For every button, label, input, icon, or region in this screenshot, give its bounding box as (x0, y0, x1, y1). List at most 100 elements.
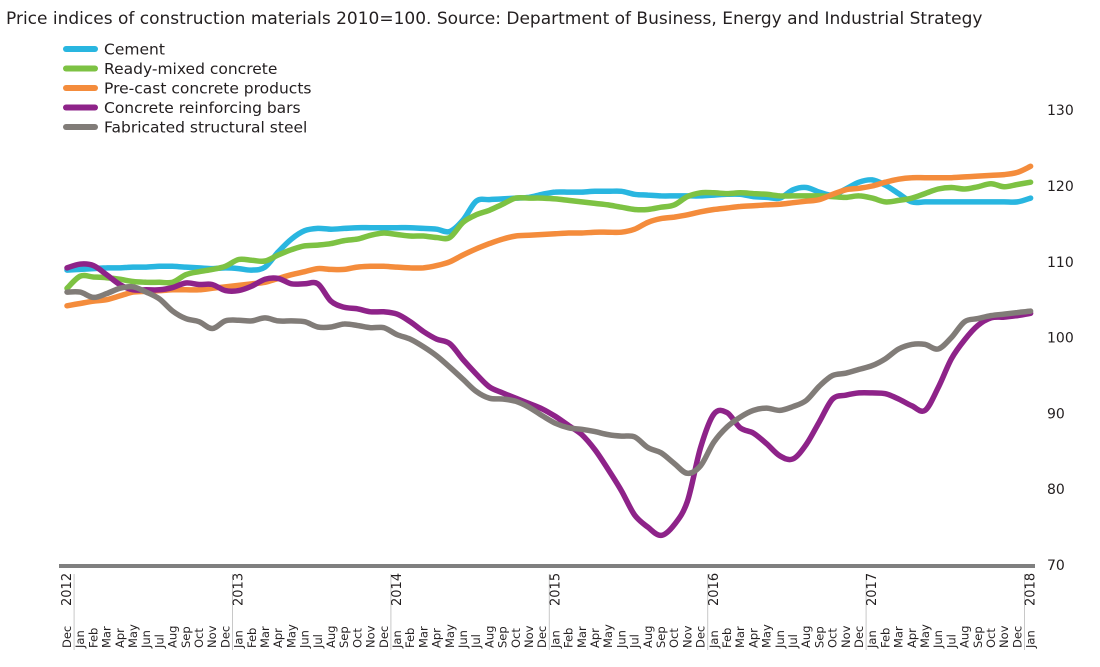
legend-item-fabricated-structural-steel: Fabricated structural steel (63, 119, 307, 137)
x-year-label: 2013 (232, 573, 247, 606)
x-tick-label: Dec (60, 626, 74, 648)
series-line-cement (64, 177, 1034, 273)
series-line-pre-cast-concrete-products (64, 163, 1034, 309)
x-tick-label: Jan (548, 630, 562, 649)
x-tick-label: Nov (680, 625, 694, 648)
x-tick-label: Jan (707, 630, 721, 649)
x-year-label: 2012 (60, 573, 75, 606)
x-tick-label: Feb (562, 628, 576, 648)
x-tick-label: Apr (113, 628, 127, 648)
x-tick-label: Oct (350, 628, 364, 648)
y-tick-label: 70 (1047, 558, 1065, 574)
x-tick-label: Oct (509, 628, 523, 648)
x-tick-label: Jan (1024, 630, 1038, 649)
x-tick-label: Sep (179, 626, 193, 648)
x-tick-label: Oct (192, 628, 206, 648)
series-line-ready-mixed-concrete (64, 179, 1034, 292)
legend-item-ready-mixed-concrete: Ready-mixed concrete (63, 60, 277, 78)
x-tick-label: Dec (1010, 626, 1024, 648)
legend-label: Pre-cast concrete products (104, 80, 312, 98)
x-tick-label: Dec (694, 626, 708, 648)
x-tick-label: Jul (152, 634, 166, 649)
y-tick-label: 90 (1047, 406, 1065, 422)
legend-label: Ready-mixed concrete (104, 60, 277, 78)
x-tick-label: Apr (271, 628, 285, 648)
legend-item-pre-cast-concrete-products: Pre-cast concrete products (63, 80, 312, 98)
x-tick-label: May (760, 624, 774, 648)
x-tick-label: Nov (205, 625, 219, 648)
x-tick-label: Apr (905, 628, 919, 648)
x-tick-label: Aug (166, 626, 180, 648)
x-tick-label: Jun (298, 630, 312, 649)
legend-label: Fabricated structural steel (104, 119, 307, 137)
x-tick-label: Sep (654, 626, 668, 648)
x-year-label: 2017 (865, 573, 880, 606)
y-tick-label: 110 (1047, 255, 1074, 271)
y-tick-label: 80 (1047, 482, 1065, 498)
x-tick-label: Jul (786, 634, 800, 649)
x-tick-label: Dec (218, 626, 232, 648)
x-tick-label: Jul (311, 634, 325, 649)
y-tick-label: 120 (1047, 179, 1074, 195)
x-tick-label: Feb (878, 628, 892, 648)
x-tick-label: Dec (535, 626, 549, 648)
y-axis-ticks: 70 80 90 100 110 120 130 (1047, 103, 1074, 574)
x-tick-label: Oct (826, 628, 840, 648)
x-tick-label: Oct (667, 628, 681, 648)
x-tick-label: Jul (944, 634, 958, 649)
x-tick-label: May (443, 624, 457, 648)
legend-label: Cement (104, 41, 165, 59)
x-tick-label: Aug (958, 626, 972, 648)
x-tick-label: Nov (839, 625, 853, 648)
x-tick-label: Feb (403, 628, 417, 648)
x-tick-label: Aug (799, 626, 813, 648)
x-tick-label: Jan (390, 630, 404, 649)
legend-item-cement: Cement (63, 41, 165, 59)
x-axis-ticks: Dec Jan Feb Mar Apr May Jun Jul Aug Sep Oct Nov Dec J… (60, 573, 1039, 650)
x-tick-label: May (601, 624, 615, 648)
x-tick-label: Nov (997, 625, 1011, 648)
x-tick-label: Aug (324, 626, 338, 648)
x-tick-label: Jan (232, 630, 246, 649)
x-tick-label: Nov (522, 625, 536, 648)
x-tick-label: Nov (364, 625, 378, 648)
x-tick-label: Apr (588, 628, 602, 648)
x-tick-label: Aug (482, 626, 496, 648)
x-tick-label: Sep (496, 626, 510, 648)
x-year-label: 2016 (707, 573, 722, 606)
x-tick-label: Mar (258, 626, 272, 648)
x-tick-label: Mar (733, 626, 747, 648)
series-line-fabricated-structural-steel (64, 283, 1034, 477)
x-tick-label: Jun (139, 630, 153, 649)
x-tick-label: Jul (469, 634, 483, 649)
x-tick-label: May (126, 624, 140, 648)
x-tick-label: Sep (812, 626, 826, 648)
x-tick-label: Oct (984, 628, 998, 648)
x-tick-label: Mar (416, 626, 430, 648)
x-tick-label: Mar (575, 626, 589, 648)
x-tick-label: Jun (456, 630, 470, 649)
x-tick-label: Apr (430, 628, 444, 648)
x-tick-label: Jun (773, 630, 787, 649)
x-tick-label: Feb (86, 628, 100, 648)
series-line-concrete-reinforcing-bars (64, 261, 1034, 539)
y-tick-label: 130 (1047, 103, 1074, 119)
x-tick-label: May (918, 624, 932, 648)
x-tick-label: Mar (100, 626, 114, 648)
x-tick-label: Jun (931, 630, 945, 649)
x-tick-label: Jan (865, 630, 879, 649)
x-tick-label: Sep (337, 626, 351, 648)
x-tick-label: Mar (892, 626, 906, 648)
x-tick-label: Jul (628, 634, 642, 649)
x-tick-label: Sep (971, 626, 985, 648)
x-year-label: 2018 (1024, 573, 1039, 606)
x-year-label: 2015 (548, 573, 563, 606)
legend-label: Concrete reinforcing bars (104, 99, 301, 117)
x-tick-label: Jun (614, 630, 628, 649)
x-tick-label: Dec (852, 626, 866, 648)
x-tick-label: Aug (641, 626, 655, 648)
x-tick-label: Feb (720, 628, 734, 648)
x-tick-label: Apr (746, 628, 760, 648)
